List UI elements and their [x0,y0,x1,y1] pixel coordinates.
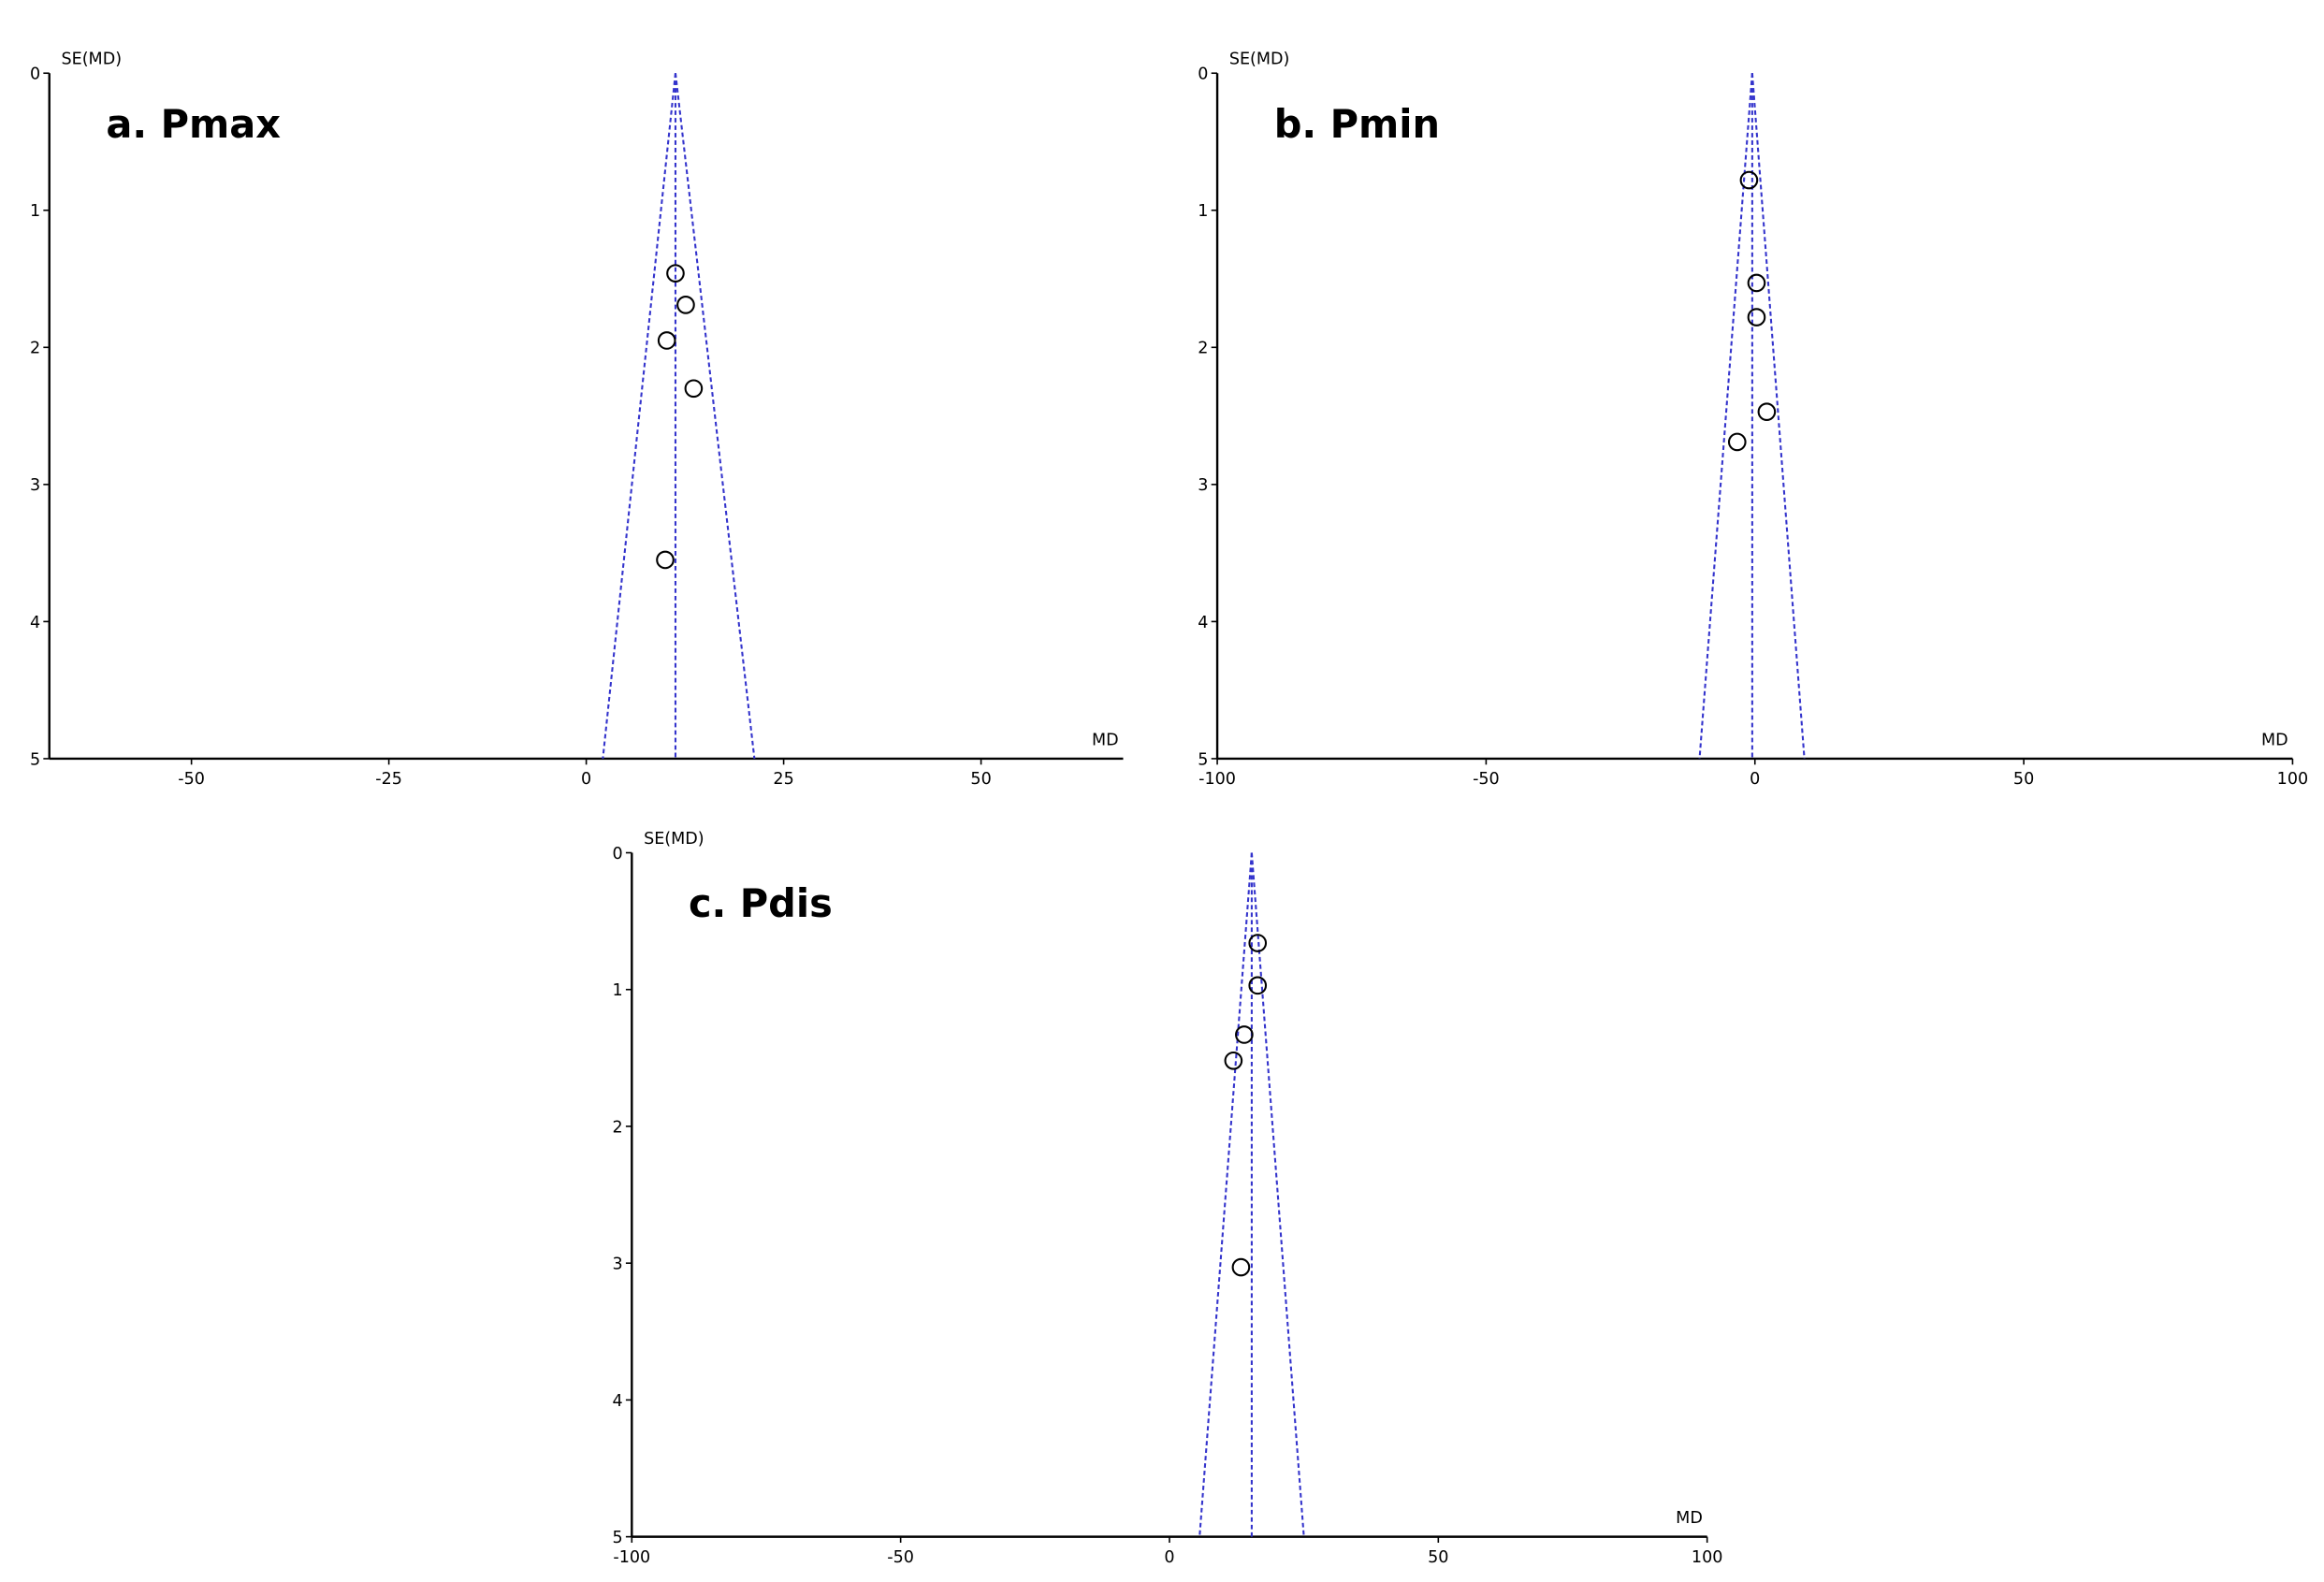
y-tick-label: 0 [613,845,623,864]
x-tick-label: -100 [613,1548,650,1567]
study-point [1757,402,1777,422]
study-point [1747,308,1766,327]
x-tick-label: 100 [1692,1548,1723,1567]
x-tick-label: 50 [1428,1548,1448,1567]
funnel-limit [1698,73,1753,760]
x-tick-label: 100 [2277,770,2309,789]
panel-title: c. Pdis [689,880,833,926]
y-axis-label: SE(MD) [644,830,704,849]
y-tick-label: 0 [1198,65,1208,84]
y-tick-label: 2 [1198,340,1208,358]
x-axis-label: MD [1676,1509,1703,1528]
panel-title: a. Pmax [106,101,281,147]
funnel-limit [602,73,677,760]
funnel-limit [1198,852,1253,1537]
x-axis-label: MD [2261,732,2288,750]
study-point [656,550,675,570]
x-tick-label: 50 [970,770,991,789]
y-tick-label: 1 [1198,202,1208,221]
study-point [666,264,685,283]
study-point [1224,1051,1243,1070]
y-axis-label: SE(MD) [1229,51,1290,69]
funnel-limit [674,73,756,760]
y-tick-label: 4 [613,1392,623,1411]
y-tick-label: 3 [1198,476,1208,495]
y-tick-label: 5 [613,1529,623,1547]
funnel-limit [1750,73,1806,760]
x-tick-label: -50 [178,770,205,789]
y-tick-label: 5 [30,750,40,769]
y-tick-label: 4 [30,614,40,632]
study-point [1231,1257,1251,1277]
funnel-limit [1250,852,1305,1537]
study-point [684,379,704,399]
x-tick-label: 0 [1164,1548,1174,1567]
y-tick-label: 4 [1198,614,1208,632]
x-tick-label: 0 [581,770,591,789]
y-tick-label: 5 [1198,750,1208,769]
y-tick-label: 2 [613,1118,623,1137]
x-tick-label: 50 [2013,770,2034,789]
study-point [1248,976,1268,995]
study-point [657,331,676,350]
y-tick-label: 1 [30,202,40,221]
study-point [1747,273,1766,293]
study-point [1727,432,1747,452]
x-tick-label: 25 [773,770,793,789]
study-point [1248,934,1268,952]
y-tick-label: 3 [613,1255,623,1274]
study-point [1235,1025,1254,1044]
x-axis-label: MD [1092,732,1119,750]
study-point [676,296,695,314]
x-tick-label: -25 [375,770,402,789]
y-tick-label: 1 [613,981,623,1000]
x-tick-label: -50 [887,1548,914,1567]
x-tick-label: -100 [1198,770,1236,789]
y-tick-label: 3 [30,476,40,495]
panel-title: b. Pmin [1274,101,1440,147]
y-tick-label: 0 [30,65,40,84]
x-tick-label: -50 [1473,770,1500,789]
y-tick-label: 2 [30,340,40,358]
y-axis-label: SE(MD) [61,51,122,69]
study-point [1739,170,1759,190]
x-tick-label: 0 [1750,770,1760,789]
